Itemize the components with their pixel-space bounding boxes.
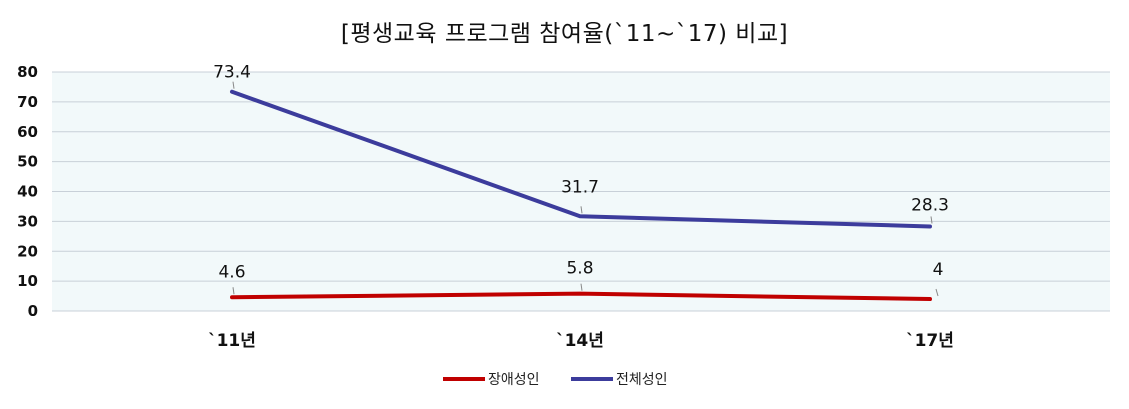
- legend: 장애성인 전체성인: [443, 372, 668, 388]
- series-disabled-adults: 4.6 5.8 4: [218, 259, 944, 302]
- series-layer: 4.6 5.8 4 73.4 31.7 28.3: [213, 63, 949, 302]
- x-axis: `11년 `14년 `17년: [208, 331, 954, 351]
- data-label-leader: [232, 287, 235, 295]
- data-label: 4: [933, 260, 944, 280]
- data-label-leader: [935, 288, 939, 297]
- chart-title: [평생교육 프로그램 참여율(`11~`17) 비교]: [340, 21, 789, 47]
- y-axis: 0 10 20 30 40 50 60 70 80: [17, 63, 38, 320]
- x-tick-label: `11년: [208, 331, 256, 351]
- y-tick-label: 60: [17, 123, 38, 141]
- data-label: 73.4: [213, 63, 251, 83]
- x-tick-label: `14년: [556, 331, 604, 351]
- data-label-leader: [930, 216, 933, 224]
- y-tick-label: 80: [17, 63, 38, 81]
- legend-item: 장애성인: [443, 372, 540, 388]
- data-label: 28.3: [911, 195, 949, 215]
- data-label-leader: [580, 206, 583, 214]
- data-label: 31.7: [561, 177, 599, 197]
- data-label-leader: [232, 81, 235, 89]
- y-tick-label: 70: [17, 93, 38, 111]
- y-tick-label: 50: [17, 153, 38, 171]
- legend-item: 전체성인: [571, 372, 668, 388]
- data-label-leader: [580, 283, 583, 291]
- y-tick-label: 30: [17, 212, 38, 230]
- legend-label: 장애성인: [488, 372, 540, 388]
- y-tick-label: 10: [17, 272, 38, 290]
- y-tick-label: 20: [17, 242, 38, 260]
- y-tick-label: 0: [28, 302, 38, 320]
- grid-lines: [52, 71, 1110, 312]
- data-label: 4.6: [218, 262, 245, 282]
- x-tick-label: `17년: [906, 331, 954, 351]
- series-all-adults: 73.4 31.7 28.3: [213, 63, 949, 229]
- y-tick-label: 40: [17, 183, 38, 201]
- data-label: 5.8: [566, 259, 593, 279]
- legend-label: 전체성인: [616, 372, 668, 388]
